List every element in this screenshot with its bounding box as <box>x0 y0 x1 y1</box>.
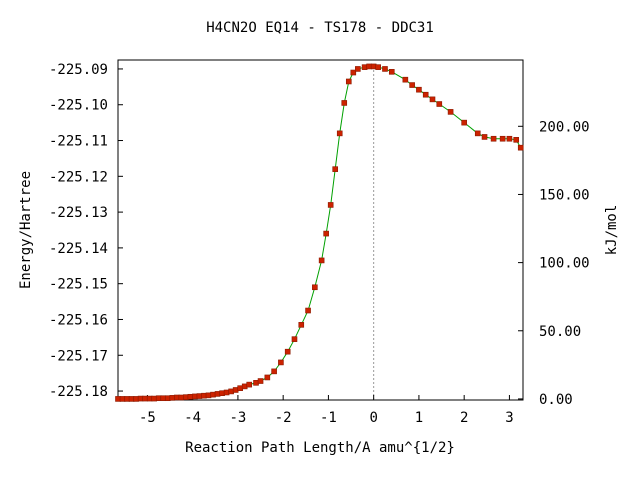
chart-title: H4CN2O EQ14 - TS178 - DDC31 <box>206 20 434 36</box>
data-point <box>517 144 524 151</box>
energy-curve <box>118 65 522 400</box>
data-point <box>341 100 348 106</box>
y-axis-label: Energy/Hartree <box>18 171 34 289</box>
x-axis-label: Reaction Path Length/A amu^{1/2} <box>185 440 455 456</box>
data-point <box>298 322 305 328</box>
data-point <box>318 257 325 264</box>
data-point <box>312 284 318 291</box>
data-point <box>474 130 481 137</box>
data-point <box>499 135 506 142</box>
y-tick-label: -225.15 <box>49 277 108 293</box>
y2-tick-label: 150.00 <box>539 187 590 203</box>
data-point <box>436 101 443 107</box>
data-point <box>402 76 409 83</box>
data-point <box>327 202 334 208</box>
data-point <box>278 359 284 366</box>
data-point <box>257 378 264 384</box>
y-tick-label: -225.11 <box>49 134 108 150</box>
data-point <box>461 119 467 126</box>
data-point <box>271 368 277 375</box>
y-tick-label: -225.18 <box>49 384 108 400</box>
x-tick-label: 0 <box>369 410 377 426</box>
data-point <box>291 336 298 342</box>
data-point <box>422 91 429 98</box>
x-tick-label: -5 <box>139 410 156 426</box>
y-tick-label: -225.17 <box>49 348 108 364</box>
data-point <box>345 78 352 85</box>
data-point <box>490 135 497 142</box>
data-point <box>336 130 343 137</box>
data-point <box>447 109 454 115</box>
x-tick-label: -1 <box>320 410 337 426</box>
data-point <box>375 64 381 70</box>
data-point <box>513 137 520 143</box>
data-point <box>332 166 339 172</box>
y-tick-label: -225.10 <box>49 98 108 114</box>
x-tick-label: 2 <box>460 410 468 426</box>
data-point <box>416 86 422 93</box>
data-point <box>429 96 436 103</box>
y2-tick-label: 50.00 <box>539 324 581 340</box>
y2-tick-label: 100.00 <box>539 256 590 272</box>
data-point <box>264 374 271 381</box>
data-point <box>382 66 388 72</box>
data-point <box>481 134 488 140</box>
x-tick-label: 3 <box>505 410 513 426</box>
data-point <box>355 66 361 72</box>
y-tick-label: -225.09 <box>49 62 108 78</box>
y-tick-label: -225.12 <box>49 169 108 185</box>
data-point <box>506 135 513 142</box>
y-tick-label: -225.14 <box>49 241 108 257</box>
x-tick-label: 1 <box>415 410 423 426</box>
x-tick-label: -2 <box>275 410 292 426</box>
data-point <box>388 69 395 75</box>
y-tick-label: -225.13 <box>49 205 108 221</box>
y2-tick-label: 200.00 <box>539 119 590 135</box>
data-point <box>409 82 415 88</box>
x-tick-label: -4 <box>184 410 201 426</box>
y2-tick-label: 0.00 <box>539 392 573 408</box>
data-point <box>350 69 357 76</box>
data-point <box>246 381 253 388</box>
data-point <box>305 307 311 314</box>
data-point <box>284 348 291 355</box>
x-tick-label: -3 <box>229 410 246 426</box>
y-tick-label: -225.16 <box>49 312 108 328</box>
y2-axis-label: kJ/mol <box>604 205 620 256</box>
data-point <box>323 230 329 237</box>
plot-frame <box>117 59 524 401</box>
